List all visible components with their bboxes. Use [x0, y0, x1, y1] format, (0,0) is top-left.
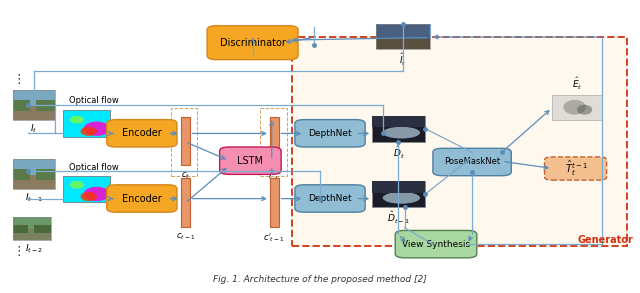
Ellipse shape — [577, 105, 592, 115]
Text: $\hat{E}_t$: $\hat{E}_t$ — [572, 76, 582, 92]
Bar — [372, 181, 426, 207]
Bar — [372, 116, 426, 142]
Text: $c'_t$: $c'_t$ — [269, 171, 280, 183]
Bar — [376, 39, 430, 49]
Bar — [34, 225, 51, 233]
Text: Generator: Generator — [577, 235, 633, 245]
Text: $I_{t-1}$: $I_{t-1}$ — [25, 191, 43, 204]
Text: $c_t$: $c_t$ — [180, 171, 189, 181]
Bar — [36, 169, 55, 180]
Bar — [13, 217, 51, 229]
Text: View Synthesis: View Synthesis — [402, 240, 470, 249]
FancyBboxPatch shape — [396, 231, 477, 258]
Ellipse shape — [563, 100, 586, 115]
Text: DepthNet: DepthNet — [308, 129, 352, 138]
Bar — [63, 110, 110, 137]
Text: $c_{t-1}$: $c_{t-1}$ — [175, 232, 195, 242]
Bar — [180, 178, 189, 226]
Text: Optical flow: Optical flow — [69, 163, 119, 172]
Bar — [13, 100, 29, 111]
Text: $\hat{D}_{t-1}$: $\hat{D}_{t-1}$ — [387, 209, 410, 226]
Bar — [13, 90, 55, 120]
Text: Encoder: Encoder — [122, 193, 162, 204]
Bar — [13, 229, 51, 240]
Ellipse shape — [81, 192, 97, 201]
Text: $\hat{T}_t^{t-1}$: $\hat{T}_t^{t-1}$ — [564, 159, 588, 178]
Ellipse shape — [70, 116, 84, 124]
Bar — [270, 117, 278, 165]
Text: $I_{t-2}$: $I_{t-2}$ — [25, 242, 43, 255]
FancyBboxPatch shape — [207, 26, 298, 60]
Text: PoseMaskNet: PoseMaskNet — [444, 158, 500, 166]
Text: ⋮: ⋮ — [13, 245, 25, 258]
Bar — [13, 169, 29, 180]
Text: Optical flow: Optical flow — [69, 96, 119, 105]
Text: $\hat{D}_t$: $\hat{D}_t$ — [392, 144, 404, 161]
FancyBboxPatch shape — [295, 120, 365, 147]
Bar — [372, 116, 426, 127]
Text: Fig. 1. Architecture of the proposed method [2]: Fig. 1. Architecture of the proposed met… — [213, 275, 427, 284]
FancyBboxPatch shape — [107, 185, 177, 212]
Bar — [180, 117, 189, 165]
Bar — [13, 217, 51, 240]
Text: LSTM: LSTM — [237, 156, 264, 166]
FancyBboxPatch shape — [220, 147, 281, 174]
Text: Discriminator: Discriminator — [220, 38, 285, 48]
Bar — [376, 24, 430, 39]
Text: ⋮: ⋮ — [13, 73, 25, 86]
FancyBboxPatch shape — [295, 185, 365, 212]
FancyBboxPatch shape — [545, 157, 607, 180]
Bar — [270, 178, 278, 226]
Text: $\hat{I}_t$: $\hat{I}_t$ — [399, 52, 406, 68]
Bar — [36, 100, 55, 111]
Ellipse shape — [84, 187, 109, 201]
Text: $c'_{t-1}$: $c'_{t-1}$ — [264, 232, 285, 244]
Ellipse shape — [81, 127, 97, 136]
Bar — [13, 90, 55, 106]
FancyBboxPatch shape — [292, 38, 627, 246]
Bar — [372, 181, 426, 193]
Bar — [13, 225, 28, 233]
Bar — [13, 159, 55, 189]
Bar — [63, 176, 110, 202]
Bar — [376, 24, 430, 49]
Text: Encoder: Encoder — [122, 128, 162, 138]
Bar — [13, 106, 55, 120]
Ellipse shape — [383, 127, 420, 139]
FancyBboxPatch shape — [107, 120, 177, 147]
FancyBboxPatch shape — [433, 148, 511, 176]
Text: DepthNet: DepthNet — [308, 194, 352, 203]
Ellipse shape — [70, 181, 84, 189]
Ellipse shape — [383, 192, 420, 204]
Bar — [13, 175, 55, 189]
Text: $I_t$: $I_t$ — [30, 122, 38, 135]
Bar — [13, 159, 55, 175]
Bar — [552, 95, 602, 120]
Ellipse shape — [84, 122, 109, 136]
